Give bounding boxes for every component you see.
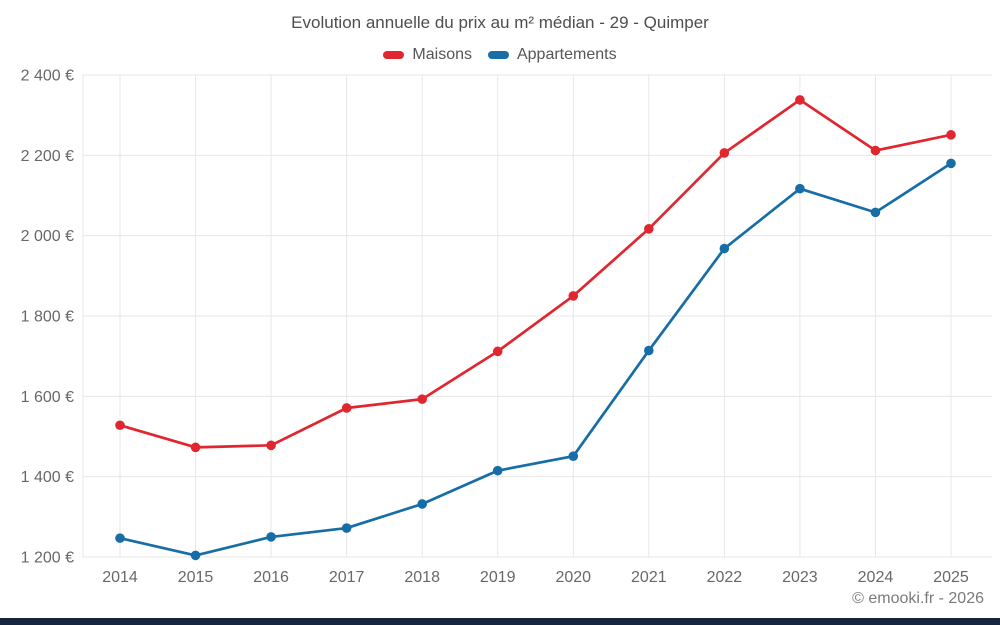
maisons-series-swatch-icon <box>383 51 405 59</box>
y-axis-tick-label: 2 200 € <box>21 148 74 165</box>
legend-label-appartements: Appartements <box>516 46 617 63</box>
data-point-appartements-2025[interactable] <box>946 158 956 169</box>
y-axis-tick-label: 1 200 € <box>21 550 74 567</box>
x-axis-tick-label: 2019 <box>480 569 516 586</box>
appartements-series-swatch-icon <box>487 51 509 59</box>
bottom-bar <box>0 618 1000 625</box>
data-point-maisons-2014[interactable] <box>115 420 125 431</box>
copyright-credit: © emooki.fr - 2026 <box>852 590 984 607</box>
y-axis-tick-label: 1 400 € <box>21 469 74 486</box>
x-axis-tick-label: 2020 <box>555 569 591 586</box>
series-line-appartements <box>118 162 953 557</box>
data-point-appartements-2016[interactable] <box>266 532 276 542</box>
x-axis-tick-label: 2022 <box>707 569 743 586</box>
x-axis-tick-label: 2018 <box>404 569 440 586</box>
data-point-maisons-2019[interactable] <box>492 346 503 357</box>
x-axis-tick-label: 2014 <box>102 569 138 586</box>
data-point-maisons-2015[interactable] <box>190 442 201 453</box>
data-point-maisons-2016[interactable] <box>266 440 276 451</box>
legend-item-maisons[interactable]: Maisons <box>383 46 472 64</box>
x-axis-tick-label: 2021 <box>631 569 667 586</box>
data-point-maisons-2025[interactable] <box>946 130 956 140</box>
data-point-appartements-2021[interactable] <box>644 345 654 356</box>
data-point-appartements-2015[interactable] <box>190 550 201 561</box>
x-axis-tick-label: 2023 <box>782 569 818 586</box>
data-point-maisons-2020[interactable] <box>568 291 579 301</box>
data-point-maisons-2023[interactable] <box>795 95 805 105</box>
data-point-maisons-2018[interactable] <box>417 394 427 404</box>
y-axis-tick-label: 1 600 € <box>21 389 74 406</box>
data-point-appartements-2014[interactable] <box>115 533 125 543</box>
y-axis-tick-label: 1 800 € <box>21 309 74 326</box>
data-point-maisons-2017[interactable] <box>341 403 352 413</box>
data-point-appartements-2022[interactable] <box>719 243 730 254</box>
data-point-maisons-2024[interactable] <box>870 145 881 156</box>
data-point-appartements-2018[interactable] <box>417 499 427 509</box>
x-axis-tick-label: 2015 <box>178 569 214 586</box>
x-axis-tick-label: 2025 <box>933 569 969 586</box>
x-axis-tick-label: 2024 <box>858 569 894 586</box>
legend-item-appartements[interactable]: Appartements <box>487 46 617 64</box>
series-line-maisons <box>118 98 953 449</box>
legend: Maisons Appartements <box>0 46 1000 64</box>
data-point-appartements-2020[interactable] <box>568 451 579 461</box>
x-axis-tick-label: 2017 <box>329 569 365 586</box>
x-axis-tick-label: 2016 <box>253 569 289 586</box>
y-axis-tick-label: 2 400 € <box>21 68 74 85</box>
legend-label-maisons: Maisons <box>412 46 472 63</box>
y-axis-tick-label: 2 000 € <box>21 228 74 245</box>
data-point-appartements-2024[interactable] <box>870 207 881 218</box>
data-point-maisons-2022[interactable] <box>719 148 730 158</box>
data-point-appartements-2017[interactable] <box>341 523 352 533</box>
data-point-appartements-2019[interactable] <box>492 465 503 476</box>
data-point-appartements-2023[interactable] <box>795 183 805 194</box>
data-point-maisons-2021[interactable] <box>644 224 654 234</box>
chart-title: Evolution annuelle du prix au m² médian … <box>291 13 709 32</box>
